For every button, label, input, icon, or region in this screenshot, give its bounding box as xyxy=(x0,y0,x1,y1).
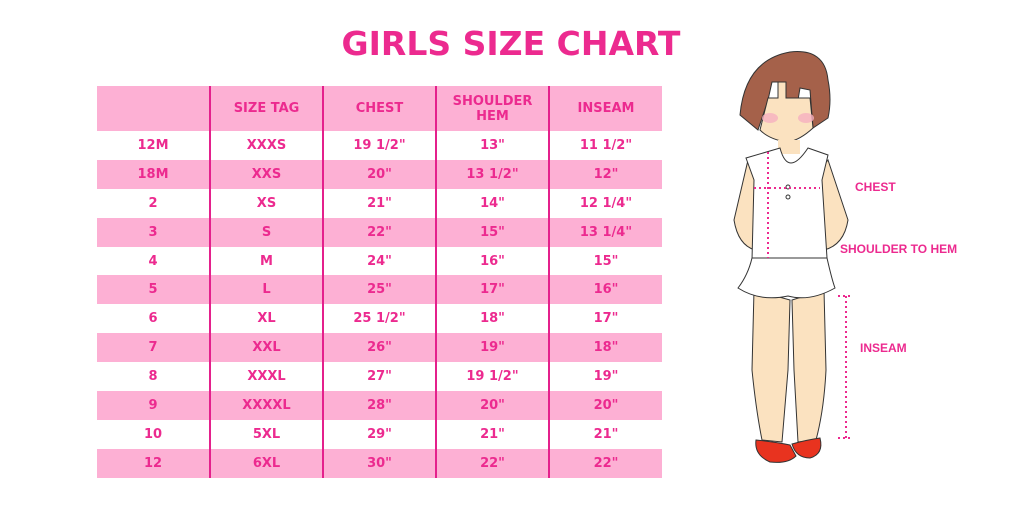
table-cell: 20" xyxy=(322,159,436,189)
table-cell: 18" xyxy=(548,333,662,363)
table-cell: 5 xyxy=(97,275,210,305)
page-title: GIRLS SIZE CHART xyxy=(341,24,681,63)
column-header xyxy=(97,86,210,131)
shoe-right xyxy=(791,437,822,459)
table-cell: 24" xyxy=(322,246,436,276)
column-header: SHOULDER HEM xyxy=(435,86,549,131)
table-cell: 6XL xyxy=(209,448,323,478)
table-row: 4 M 24" 16" 15" xyxy=(97,246,662,276)
table-cell: 21" xyxy=(322,188,436,218)
table-cell: XL xyxy=(209,304,323,334)
table-cell: 17" xyxy=(435,275,549,305)
table-cell: 12" xyxy=(548,159,662,189)
table-cell: 16" xyxy=(548,275,662,305)
table-cell: 2 xyxy=(148,195,158,211)
table-cell: 19 1/2" xyxy=(322,131,436,160)
table-cell: 13 1/2" xyxy=(435,159,549,189)
table-cell: 29" xyxy=(322,419,436,449)
table-cell: 13" xyxy=(435,131,549,160)
table-header-row: SIZE TAG CHEST SHOULDER HEM INSEAM xyxy=(97,86,662,131)
table-row: 10 5XL 29" 21" 21" xyxy=(97,419,662,449)
table-cell: 13 1/4" xyxy=(548,217,662,247)
table-cell: XXL xyxy=(209,333,323,363)
inseam-label: INSEAM xyxy=(860,341,907,355)
table-cell: 22" xyxy=(322,217,436,247)
table-cell: 28" xyxy=(322,391,436,420)
table-cell: 19" xyxy=(435,333,549,363)
table-cell: 14" xyxy=(435,188,549,218)
table-cell: 7 xyxy=(97,333,210,363)
table-row: 9 XXXXL 28" 20" 20" xyxy=(97,391,662,420)
column-header: INSEAM xyxy=(548,86,662,131)
table-cell: XS xyxy=(209,188,323,218)
table-cell: 5XL xyxy=(209,419,323,449)
table-cell: 6 xyxy=(148,311,158,327)
table-cell: 25 1/2" xyxy=(322,304,436,334)
table-row: 3 S 22" 15" 13 1/4" xyxy=(97,217,662,247)
table-row: 6 XL 25 1/2" 18" 17" xyxy=(97,304,662,334)
table-row: 7 XXL 26" 19" 18" xyxy=(97,333,662,363)
table-cell: 15" xyxy=(548,246,662,276)
table-cell: M xyxy=(209,246,323,276)
table-cell: 4 xyxy=(148,253,158,269)
skirt-shape xyxy=(737,257,836,299)
table-cell: 20" xyxy=(548,391,662,420)
table-cell: 22" xyxy=(548,448,662,478)
table-cell: 11 1/2" xyxy=(548,131,662,160)
table-cell: 19 1/2" xyxy=(435,362,549,392)
table-cell: 25" xyxy=(322,275,436,305)
table-cell: XXXL xyxy=(209,362,323,392)
table-cell: 16" xyxy=(435,246,549,276)
table-cell: 27" xyxy=(322,362,436,392)
table-cell: S xyxy=(209,217,323,247)
table-cell: 12M xyxy=(137,137,169,153)
table-cell: 12 1/4" xyxy=(548,188,662,218)
column-header: CHEST xyxy=(322,86,436,131)
table-cell: 9 xyxy=(97,391,210,420)
table-row: 8 XXXL 27" 19 1/2" 19" xyxy=(97,362,662,392)
table-row: 2 XS 21" 14" 12 1/4" xyxy=(97,188,662,218)
column-header: SIZE TAG xyxy=(209,86,323,131)
girl-illustration xyxy=(733,51,852,463)
size-chart-table: SIZE TAG CHEST SHOULDER HEM INSEAM 12M XXXS 1… xyxy=(97,86,662,478)
table-cell: 18" xyxy=(435,304,549,334)
table-cell: 17" xyxy=(548,304,662,334)
table-cell: 20" xyxy=(435,391,549,420)
table-cell: 3 xyxy=(97,217,210,247)
table-row: 12M XXXS 19 1/2" 13" 11 1/2" xyxy=(97,131,662,160)
chest-label: CHEST xyxy=(855,180,896,194)
top-shape xyxy=(745,147,829,261)
table-cell: 10 xyxy=(143,426,163,442)
table-cell: 15" xyxy=(435,217,549,247)
shoulder-to-hem-label: SHOULDER TO HEM xyxy=(840,242,958,256)
table-cell: 30" xyxy=(322,448,436,478)
table-cell: 26" xyxy=(322,333,436,363)
shoe-left xyxy=(755,439,797,463)
table-cell: 8 xyxy=(148,369,158,385)
table-cell: 21" xyxy=(548,419,662,449)
table-cell: L xyxy=(209,275,323,305)
table-cell: 21" xyxy=(435,419,549,449)
table-cell: XXXS xyxy=(209,131,323,160)
table-cell: 22" xyxy=(435,448,549,478)
table-cell: 18M xyxy=(97,159,210,189)
table-cell: XXS xyxy=(209,159,323,189)
table-cell: 19" xyxy=(548,362,662,392)
table-row: 18M XXS 20" 13 1/2" 12" xyxy=(97,159,662,189)
table-row: 5 L 25" 17" 16" xyxy=(97,275,662,305)
table-cell: 12 xyxy=(97,448,210,478)
table-cell: XXXXL xyxy=(209,391,323,420)
table-row: 12 6XL 30" 22" 22" xyxy=(97,448,662,478)
